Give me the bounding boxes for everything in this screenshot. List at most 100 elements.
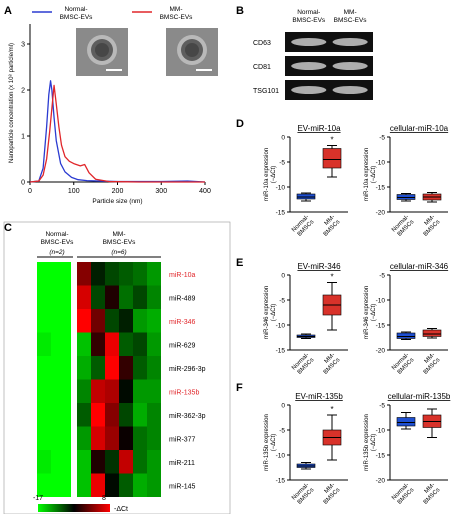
c-heatmap-cell bbox=[119, 356, 133, 380]
c-heatmap-cell bbox=[91, 356, 105, 380]
b-row-label-0: CD63 bbox=[253, 40, 271, 47]
c-heatmap-cell bbox=[51, 426, 71, 450]
a-x-tick-label: 100 bbox=[68, 188, 80, 195]
box-category-label: MM-BMSCs bbox=[318, 482, 342, 506]
box-y-tick-label: -5 bbox=[279, 160, 285, 167]
c-heatmap-cell bbox=[147, 356, 161, 380]
box-title-E2: cellular-miR-346 bbox=[390, 262, 449, 271]
box-category-label: Normal-BMSCs bbox=[391, 352, 415, 376]
c-row-label: miR-629 bbox=[169, 342, 196, 349]
c-heatmap-cell bbox=[51, 356, 71, 380]
c-heatmap-cell bbox=[77, 332, 91, 356]
c-heatmap-cell bbox=[133, 285, 147, 309]
box-y-axis-label-D2: miR-10a expression(−ΔCt) bbox=[364, 148, 377, 201]
c-heatmap-cell bbox=[91, 403, 105, 427]
c-heatmap-cell bbox=[91, 309, 105, 333]
panel-letter-D: D bbox=[236, 118, 244, 130]
a-legend-label-0-line: BMSC-EVs bbox=[60, 14, 94, 21]
c-heatmap-cell bbox=[119, 379, 133, 403]
box-category-label: Normal-BMSCs bbox=[291, 482, 315, 506]
c-row-label: miR-10a bbox=[169, 272, 196, 279]
c-row-label: miR-145 bbox=[169, 483, 196, 490]
c-heatmap-cell bbox=[133, 379, 147, 403]
b-column-label-0-line: Normal- bbox=[297, 9, 320, 16]
a-legend-label-1-line: BMSC-EVs bbox=[160, 14, 194, 21]
box-y-tick-label: 0 bbox=[281, 135, 285, 142]
c-heatmap-cell bbox=[77, 426, 91, 450]
c-heatmap-cell bbox=[133, 473, 147, 497]
c-heatmap-cell bbox=[51, 332, 71, 356]
c-group-label-1-line: BMSC-EVs bbox=[103, 239, 137, 246]
box-body bbox=[322, 148, 342, 169]
box-title-F2: cellular-miR-135b bbox=[388, 392, 451, 401]
em-vesicle-core bbox=[95, 43, 109, 57]
c-heatmap-cell bbox=[119, 473, 133, 497]
box-title-E: EV-miR-346 bbox=[297, 262, 341, 271]
c-heatmap-cell bbox=[133, 426, 147, 450]
c-heatmap-cell bbox=[147, 473, 161, 497]
box-y-tick-label: -5 bbox=[279, 428, 285, 435]
b-column-label-0-line: BMSC-EVs bbox=[292, 17, 326, 24]
c-heatmap-cell bbox=[77, 262, 91, 286]
c-heatmap-cell bbox=[119, 403, 133, 427]
c-heatmap-cell bbox=[133, 332, 147, 356]
c-heatmap-cell bbox=[133, 356, 147, 380]
c-heatmap-cell bbox=[51, 309, 71, 333]
box-body bbox=[422, 329, 442, 337]
box-category-label: MM-BMSCs bbox=[418, 214, 442, 238]
a-x-tick-label: 400 bbox=[199, 188, 211, 195]
box-y-axis-label-line: (−ΔCt) bbox=[271, 304, 277, 322]
box-body bbox=[396, 417, 416, 427]
c-heatmap-cell bbox=[105, 379, 119, 403]
b-band-mm-1 bbox=[332, 62, 368, 70]
c-row-label: miR-296-3p bbox=[169, 366, 206, 373]
c-heatmap-cell bbox=[133, 262, 147, 286]
box-y-axis-label-line: (−ΔCt) bbox=[371, 166, 377, 184]
c-heatmap-cell bbox=[51, 262, 71, 286]
b-band-mm-0 bbox=[332, 38, 368, 46]
a-y-axis-label: Nanoparticle concentration (x 10⁸ partic… bbox=[8, 43, 15, 163]
a-series-line-0 bbox=[29, 80, 206, 183]
c-scale-min-label: -17 bbox=[33, 495, 43, 502]
c-heatmap-cell bbox=[147, 332, 161, 356]
c-heatmap-cell bbox=[51, 450, 71, 474]
box-y-tick-label: -5 bbox=[379, 273, 385, 280]
c-heatmap-cell bbox=[133, 403, 147, 427]
box-y-axis-label-line: miR-10a expression bbox=[264, 148, 270, 201]
c-group-label-0: Normal-BMSC-EVs bbox=[41, 231, 75, 246]
a-x-tick-label: 200 bbox=[112, 188, 124, 195]
box-y-axis-label-line: (−ΔCt) bbox=[371, 304, 377, 322]
box-category-label: Normal-BMSCs bbox=[291, 352, 315, 376]
box-y-tick-label: -10 bbox=[276, 453, 286, 460]
c-heatmap-cell bbox=[147, 379, 161, 403]
c-heatmap-cell bbox=[105, 332, 119, 356]
b-column-label-1: MM-BMSC-EVs bbox=[334, 9, 368, 24]
box-title-F: EV-miR-135b bbox=[295, 392, 343, 401]
box-body bbox=[396, 332, 416, 339]
box-y-axis-label-F: miR-135b expression(−ΔCt) bbox=[264, 414, 277, 471]
box-y-tick-label: -15 bbox=[276, 348, 286, 355]
c-heatmap-cell bbox=[77, 309, 91, 333]
box-y-axis-label-line: miR-135b expression bbox=[264, 414, 270, 471]
c-heatmap-cell bbox=[105, 356, 119, 380]
c-row-label: miR-211 bbox=[169, 460, 195, 467]
box-y-tick-label: -15 bbox=[376, 323, 386, 330]
box-y-tick-label: -10 bbox=[276, 185, 286, 192]
c-group-label-1-line: MM- bbox=[113, 231, 126, 238]
c-heatmap-cell bbox=[91, 285, 105, 309]
box-y-tick-label: -20 bbox=[376, 348, 386, 355]
a-y-tick-label: 2 bbox=[21, 88, 25, 95]
c-heatmap-cell bbox=[119, 332, 133, 356]
c-heatmap-cell bbox=[77, 473, 91, 497]
box-significance-star-F: * bbox=[330, 405, 333, 414]
c-heatmap-cell bbox=[105, 426, 119, 450]
box-y-axis-label-line: (−ΔCt) bbox=[271, 434, 277, 452]
c-heatmap-cell bbox=[105, 309, 119, 333]
box-y-axis-label-line: miR-346 expression bbox=[264, 286, 270, 339]
a-legend-label-0: Normal-BMSC-EVs bbox=[60, 6, 94, 21]
c-heatmap-cell bbox=[77, 403, 91, 427]
c-group-n-0: (n=2) bbox=[49, 249, 64, 256]
box-y-tick-label: -10 bbox=[376, 160, 386, 167]
panel-letter-B: B bbox=[236, 5, 244, 17]
b-band-normal-1 bbox=[291, 62, 327, 70]
